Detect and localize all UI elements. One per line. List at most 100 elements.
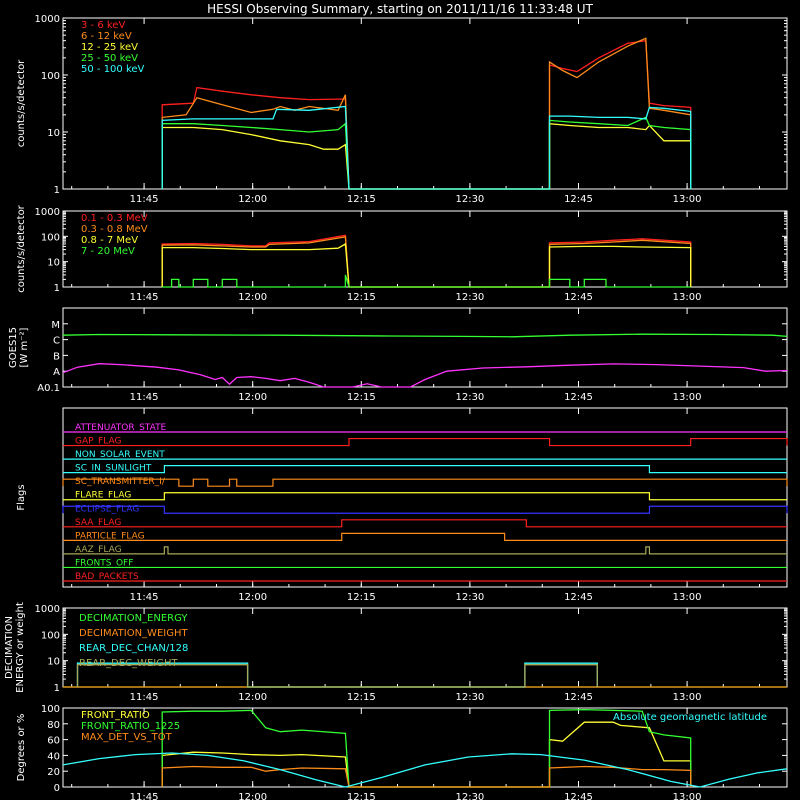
- series-max-det-vs-tot: [161, 765, 692, 788]
- x-tick-label: 12:15: [347, 194, 376, 205]
- panel-1: counts/s/detector 1 10 100 1000 11:45 12:00 12:…: [16, 14, 788, 205]
- y-tick-label: B: [53, 351, 60, 362]
- flag-line-eclipse-flag: [62, 505, 788, 514]
- legend-0-1-0-3-mev: 0.1 - 0.3 MeV: [81, 213, 148, 224]
- x-tick-label: 11:45: [130, 792, 159, 800]
- legend-50-100-kev: 50 - 100 keV: [81, 64, 145, 75]
- panel-frame: [62, 307, 788, 388]
- x-tick-label: 12:45: [564, 194, 593, 205]
- flag-label-fronts-off: FRONTS_OFF: [75, 558, 133, 568]
- flag-line-flare-flag: [63, 492, 787, 501]
- y-tick-label: 80: [47, 720, 60, 731]
- flag-label-bad-packets: BAD_PACKETS: [75, 572, 139, 582]
- x-tick-label: 12:45: [564, 292, 593, 303]
- panel-6: Degrees or % 0 20 40 60 80 100 11:45 12:00 12:15 1…: [16, 704, 788, 800]
- series-0-3-0-8-mev: [161, 236, 692, 288]
- y-tick-label: 1000: [35, 207, 60, 218]
- x-tick-label: 12:00: [238, 292, 267, 303]
- x-tick-label: 12:15: [347, 592, 376, 603]
- legend-rear-dec-chan-128: REAR_DEC_CHAN/128: [79, 643, 188, 654]
- x-tick-label: 12:15: [347, 792, 376, 800]
- legend-max-det-vs-tot: MAX_DET_VS_TOT: [81, 732, 173, 743]
- x-tick-label: 12:30: [455, 194, 484, 205]
- flag-line-sc-transmitter-i: [62, 478, 788, 487]
- x-tick-label: 13:00: [673, 692, 702, 703]
- x-tick-label: 13:00: [673, 592, 702, 603]
- x-tick-label: 12:00: [238, 692, 267, 703]
- y-tick-label: 60: [47, 736, 60, 747]
- legend-0-3-0-8-mev: 0.3 - 0.8 MeV: [81, 224, 148, 235]
- y-tick-label: 100: [41, 630, 60, 641]
- y-tick-label: 1: [54, 185, 60, 196]
- series-line-1: [62, 333, 788, 338]
- legend-front-ratio-1225: FRONT_RATIO_1225: [81, 721, 180, 732]
- flag-label-flare-flag: FLARE_FLAG: [75, 491, 131, 501]
- y-tick-label: 1000: [35, 14, 60, 25]
- x-tick-label: 12:00: [238, 392, 267, 403]
- y-axis-label: counts/s/detector: [16, 204, 27, 292]
- panel-frame: [62, 407, 788, 588]
- x-tick-label: 12:00: [238, 194, 267, 205]
- legend-rear-dec-weight: REAR_DEC_WEIGHT: [79, 658, 178, 669]
- y-axis-label: Flags: [16, 484, 27, 510]
- legend-12-25-kev: 12 - 25 keV: [81, 42, 138, 53]
- y-tick-label: 10: [47, 128, 60, 139]
- flag-label-sc-in-sunlight: SC_IN_SUNLIGHT: [75, 464, 152, 474]
- flag-line-aaz-flag: [63, 546, 787, 555]
- legend-front-ratio: FRONT_RATIO: [81, 710, 150, 721]
- y-tick-label: 10: [47, 657, 60, 668]
- flag-label-sc-transmitter-i: SC_TRANSMITTER_I/: [75, 477, 166, 487]
- x-tick-label: 12:45: [564, 392, 593, 403]
- panel-2: counts/s/detector 1 10 100 1000 11:45 12:00 12:…: [16, 204, 788, 303]
- flag-line-gap-flag: [63, 437, 788, 447]
- flag-label-saa-flag: SAA_FLAG: [75, 518, 121, 528]
- x-tick-label: 11:45: [130, 292, 159, 303]
- legend-25-50-kev: 25 - 50 keV: [81, 53, 138, 64]
- panel-5: DECIMATION ENERGY or weight 1 10 100 1000 11:4…: [4, 602, 788, 703]
- y-tick-label: 40: [47, 751, 60, 762]
- x-tick-label: 12:45: [564, 792, 593, 800]
- panel-4: Flags 11:45 12:00 12:15 12:30 12:45 13:00 ATTEN…: [16, 407, 788, 603]
- flag-line-particle-flag: [63, 532, 787, 541]
- y-tick-label: M: [51, 320, 60, 331]
- legend-7-20-mev: 7 - 20 MeV: [81, 246, 135, 257]
- x-tick-label: 12:30: [455, 592, 484, 603]
- y-tick-label: 0: [54, 783, 60, 794]
- y-axis-label: counts/s/detector: [16, 59, 27, 147]
- legend-6-12-kev: 6 - 12 keV: [81, 31, 132, 42]
- y-tick-label: 20: [47, 767, 60, 778]
- x-tick-label: 11:45: [130, 194, 159, 205]
- legend-3-6-kev: 3 - 6 keV: [81, 20, 125, 31]
- x-tick-label: 13:00: [673, 392, 702, 403]
- x-tick-label: 11:45: [130, 692, 159, 703]
- legend-decimation-energy: DECIMATION_ENERGY: [79, 613, 188, 624]
- x-tick-label: 12:15: [347, 692, 376, 703]
- flag-label-aaz-flag: AAZ_FLAG: [75, 545, 122, 555]
- flag-line-saa-flag: [63, 519, 787, 528]
- y-tick-label: 10: [47, 258, 60, 269]
- annotation-label: Absolute geomagnetic latitude: [613, 712, 767, 723]
- x-tick-label: 12:30: [455, 692, 484, 703]
- y-axis-label: DECIMATION: [4, 616, 15, 679]
- y-tick-label: 1: [54, 283, 60, 294]
- legend-0-8-7-mev: 0.8 - 7 MeV: [81, 235, 138, 246]
- flag-label-attenuator-state: ATTENUATOR_STATE: [75, 423, 167, 433]
- y-axis-label: [W m⁻²]: [19, 327, 30, 367]
- x-tick-label: 12:00: [238, 792, 267, 800]
- y-tick-label: A0.1: [37, 383, 60, 394]
- y-tick-label: C: [53, 336, 60, 347]
- x-tick-label: 13:00: [673, 292, 702, 303]
- x-tick-label: 12:15: [347, 292, 376, 303]
- x-tick-label: 12:45: [564, 592, 593, 603]
- x-tick-label: 12:00: [238, 592, 267, 603]
- series-line-2: [62, 363, 788, 388]
- flag-label-eclipse-flag: ECLIPSE_FLAG: [75, 504, 139, 514]
- y-tick-label: 1000: [35, 604, 60, 615]
- x-tick-label: 12:15: [347, 392, 376, 403]
- x-tick-label: 13:00: [673, 792, 702, 800]
- flag-line-sc-in-sunlight: [63, 465, 787, 474]
- x-tick-label: 11:45: [130, 592, 159, 603]
- y-axis-label: ENERGY or weight: [15, 602, 26, 693]
